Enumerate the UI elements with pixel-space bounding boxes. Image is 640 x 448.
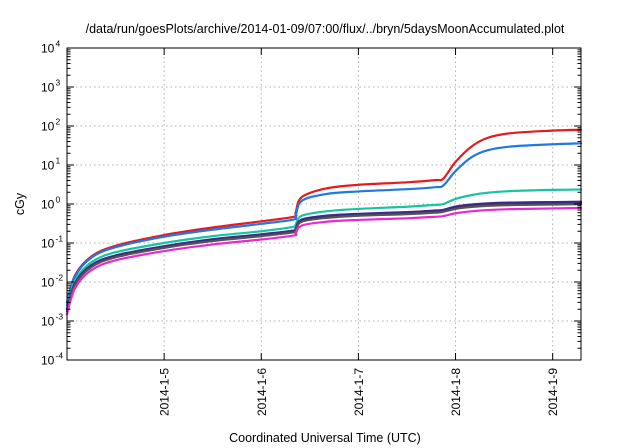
series-line (65, 200, 583, 311)
series-line (65, 206, 583, 316)
y-tick-exponent: 4 (56, 39, 61, 49)
series-line (65, 203, 583, 313)
y-tick-base: 10 (41, 354, 55, 368)
x-axis-label: Coordinated Universal Time (UTC) (229, 431, 421, 445)
y-tick-exponent: 3 (56, 78, 61, 88)
y-tick-label: 10 -3 (41, 312, 63, 329)
x-tick-label: 2014-1-7 (352, 368, 366, 416)
series-line (65, 188, 583, 307)
y-tick-base: 10 (41, 198, 55, 212)
x-tick-labels: 2014-1-5 2014-1-6 2014-1-7 2014-1-8 2014-1-9 (158, 368, 561, 416)
y-tick-exponent: -4 (56, 351, 64, 361)
y-tick-exponent: 2 (56, 117, 61, 127)
axis-ticks (67, 47, 581, 361)
y-tick-label: 10 3 (41, 78, 61, 95)
y-tick-exponent: 1 (56, 156, 61, 166)
y-tick-label: 10 1 (41, 156, 61, 173)
x-tick-label: 2014-1-6 (255, 368, 269, 416)
grid (67, 48, 581, 360)
y-tick-exponent: -1 (56, 234, 64, 244)
y-tick-exponent: -3 (56, 312, 64, 322)
y-tick-base: 10 (41, 159, 55, 173)
y-tick-base: 10 (41, 315, 55, 329)
y-tick-label: 10 0 (41, 195, 61, 212)
x-tick-label: 2014-1-8 (449, 368, 463, 416)
y-tick-label: 10 2 (41, 117, 61, 134)
y-tick-base: 10 (41, 81, 55, 95)
y-tick-label: 10 4 (41, 39, 61, 56)
series-line (65, 128, 583, 304)
y-tick-base: 10 (41, 42, 55, 56)
y-tick-base: 10 (41, 120, 55, 134)
series-line (65, 142, 583, 304)
y-tick-label: 10 -1 (41, 234, 63, 251)
y-tick-base: 10 (41, 237, 55, 251)
x-tick-label: 2014-1-5 (158, 368, 172, 416)
y-tick-exponent: 0 (56, 195, 61, 205)
y-tick-exponent: -2 (56, 273, 64, 283)
chart-title: /data/run/goesPlots/archive/2014-01-09/0… (86, 22, 565, 36)
y-tick-label: 10 -4 (41, 351, 63, 368)
y-axis-label: cGy (13, 192, 27, 215)
y-tick-label: 10 -2 (41, 273, 63, 290)
series-layer (65, 128, 583, 316)
x-tick-label: 2014-1-9 (546, 368, 560, 416)
y-tick-base: 10 (41, 276, 55, 290)
